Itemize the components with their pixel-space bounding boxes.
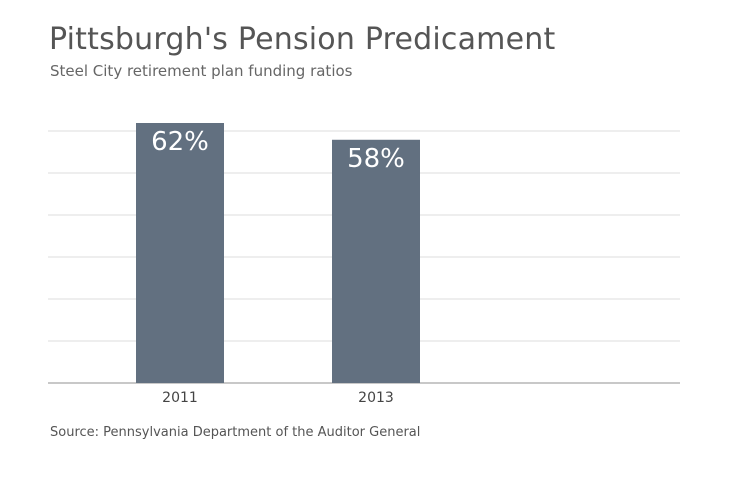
bar-2013 [332,139,420,383]
bar-value-label-2011: 62% [151,127,209,157]
x-tick-label-2013: 2013 [358,390,394,406]
bar-2011 [136,123,224,383]
x-tick-label-2011: 2011 [162,390,198,406]
chart-title: Pittsburgh's Pension Predicament [49,22,556,57]
bar-value-label-2013: 58% [347,144,405,174]
x-axis-ticks: 2011 2013 [162,390,394,406]
bars: 62% 58% [136,123,420,383]
source-note: Source: Pennsylvania Department of the A… [50,425,421,440]
chart-subtitle: Steel City retirement plan funding ratio… [50,62,353,80]
